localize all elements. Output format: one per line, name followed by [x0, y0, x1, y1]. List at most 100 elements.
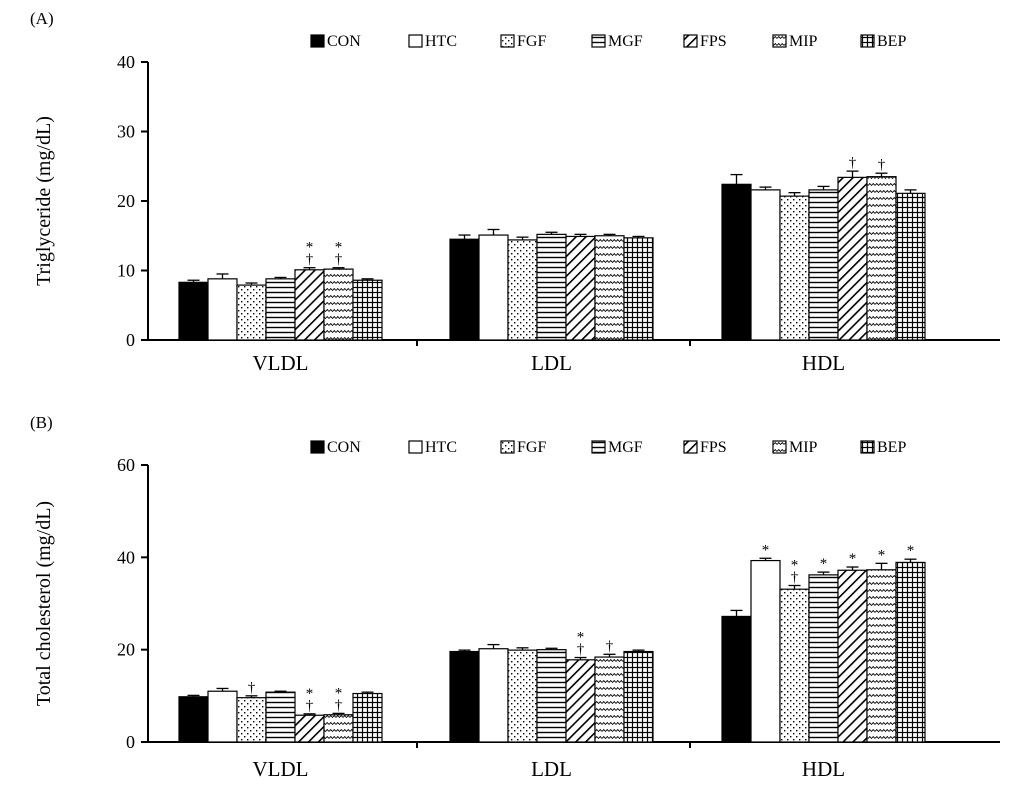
legend-label: FGF	[517, 33, 546, 50]
bar-fgf	[779, 195, 810, 341]
legend-swatch-bep	[860, 34, 875, 48]
significance-mark: *	[306, 686, 314, 702]
bar-mgf	[808, 574, 839, 743]
bar-htc	[207, 690, 238, 743]
bar-mip	[866, 176, 897, 341]
legend-label: MGF	[608, 439, 643, 456]
y-tick-label: 0	[126, 330, 135, 350]
significance-mark: †	[791, 569, 799, 585]
y-axis-title: Total cholesterol (mg/dL)	[33, 501, 55, 706]
significance-mark: *	[335, 240, 343, 256]
legend-swatch-bep	[860, 440, 875, 454]
bar-bep	[623, 650, 654, 743]
legend-swatch-fgf	[500, 440, 515, 454]
legend-swatch-htc	[408, 440, 423, 454]
bar-mip	[594, 235, 625, 341]
y-tick-label: 20	[117, 191, 135, 211]
legend-swatch-mip	[772, 34, 787, 48]
bar-fgf	[779, 588, 810, 743]
y-tick-label: 30	[117, 122, 135, 142]
significance-mark: †	[306, 252, 314, 268]
bar-htc	[750, 189, 781, 341]
y-tick-label: 40	[117, 547, 135, 567]
y-tick-label: 20	[117, 640, 135, 660]
bar-mgf	[536, 649, 567, 743]
legend-swatch-mgf	[591, 440, 606, 454]
legend-swatch-con	[310, 34, 325, 48]
significance-mark: *	[878, 547, 886, 563]
significance-mark: *	[762, 542, 770, 558]
bar-con	[721, 615, 752, 743]
significance-mark: †	[849, 155, 857, 171]
significance-mark: †	[306, 698, 314, 714]
legend-label: FPS	[700, 33, 727, 50]
bar-bep	[623, 237, 654, 341]
significance-mark: *	[791, 557, 799, 573]
bar-mip	[323, 268, 354, 341]
legend-swatch-mgf	[591, 34, 606, 48]
significance-mark: *	[907, 543, 915, 559]
panel-label: (B)	[30, 413, 53, 432]
legend-label: CON	[327, 439, 361, 456]
significance-mark: *	[820, 556, 828, 572]
bar-mgf	[265, 691, 296, 743]
category-label: LDL	[531, 351, 572, 375]
significance-mark: †	[335, 697, 343, 713]
bar-htc	[750, 559, 781, 743]
bar-mgf	[536, 233, 567, 341]
bar-bep	[895, 192, 926, 341]
bar-mip	[323, 714, 354, 743]
legend-swatch-fps	[683, 440, 698, 454]
legend-label: FGF	[517, 439, 546, 456]
bar-fgf	[507, 649, 538, 743]
significance-mark: †	[606, 638, 614, 654]
bar-htc	[478, 234, 509, 341]
legend-label: BEP	[877, 33, 906, 50]
chart-panel: (A) Triglyceride (mg/dL) 0 10 20 30 40 VLDL LDL H…	[30, 9, 1000, 375]
category-label: VLDL	[253, 351, 309, 375]
bar-htc	[478, 648, 509, 743]
bar-fgf	[236, 284, 267, 341]
legend-swatch-htc	[408, 34, 423, 48]
legend-label: HTC	[425, 33, 457, 50]
significance-mark: †	[878, 157, 886, 173]
legend-label: BEP	[877, 439, 906, 456]
legend-label: MGF	[608, 33, 643, 50]
bar-fps	[837, 569, 868, 743]
bar-con	[449, 650, 480, 743]
y-tick-label: 60	[117, 455, 135, 475]
bar-bep	[352, 279, 383, 341]
legend-swatch-con	[310, 440, 325, 454]
bar-con	[449, 238, 480, 341]
bar-fps	[837, 176, 868, 341]
chart-panel: (B) Total cholesterol (mg/dL) 0 20 40 60 VLDL L…	[30, 413, 1000, 781]
y-tick-label: 10	[117, 261, 135, 281]
bar-mip	[594, 656, 625, 743]
legend-label: CON	[327, 33, 361, 50]
bar-fgf	[236, 697, 267, 743]
legend-label: MIP	[789, 439, 818, 456]
bar-mgf	[808, 189, 839, 341]
significance-mark: *	[335, 685, 343, 701]
legend-swatch-mip	[772, 440, 787, 454]
legend-label: FPS	[700, 439, 727, 456]
legend-label: HTC	[425, 439, 457, 456]
panels: (A) Triglyceride (mg/dL) 0 10 20 30 40 VLDL LDL H…	[30, 9, 1000, 781]
bar-con	[721, 183, 752, 341]
significance-mark: *	[849, 551, 857, 567]
y-axis-title: Triglyceride (mg/dL)	[33, 116, 55, 286]
bar-bep	[352, 692, 383, 743]
legend-label: MIP	[789, 33, 818, 50]
bar-con	[178, 696, 209, 743]
category-label: VLDL	[253, 757, 309, 781]
bar-fps	[565, 235, 596, 341]
bar-htc	[207, 278, 238, 341]
bar-fgf	[507, 239, 538, 341]
bar-fps	[294, 269, 325, 341]
y-tick-label: 0	[126, 732, 135, 752]
significance-mark: †	[335, 252, 343, 268]
bar-fps	[294, 714, 325, 743]
category-label: HDL	[802, 351, 845, 375]
